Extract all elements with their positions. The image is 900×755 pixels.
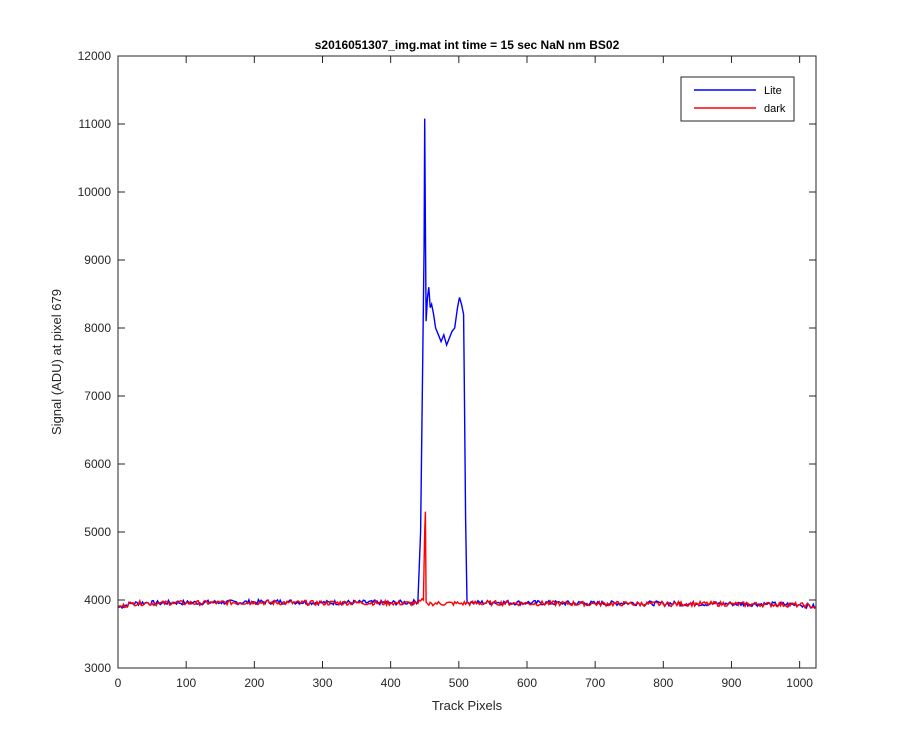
y-tick-label: 7000 [84, 389, 111, 403]
x-tick-label: 500 [449, 676, 469, 690]
y-tick-label: 10000 [78, 185, 112, 199]
legend-label-lite: Lite [764, 85, 782, 97]
y-axis-label: Signal (ADU) at pixel 679 [49, 289, 64, 435]
chart-title: s2016051307_img.mat int time = 15 sec Na… [315, 38, 620, 52]
y-tick-label: 6000 [84, 457, 111, 471]
x-tick-label: 1000 [786, 676, 813, 690]
y-tick-label: 9000 [84, 253, 111, 267]
y-tick-label: 3000 [84, 661, 111, 675]
x-tick-label: 300 [312, 676, 332, 690]
axes-frame [117, 55, 817, 669]
legend-box [680, 76, 795, 122]
y-tick-label: 4000 [84, 593, 111, 607]
x-tick-label: 700 [585, 676, 605, 690]
x-tick-label: 0 [115, 676, 122, 690]
series-line-dark [117, 511, 817, 610]
y-tick-label: 11000 [79, 117, 112, 131]
y-tick-label: 12000 [78, 49, 112, 63]
x-axis-label: Track Pixels [432, 698, 503, 713]
x-tick-label: 400 [381, 676, 401, 690]
x-tick-label: 100 [176, 676, 196, 690]
x-tick-label: 900 [721, 676, 741, 690]
series-layer [117, 118, 817, 610]
y-tick-label: 8000 [84, 321, 111, 335]
x-tick-label: 800 [653, 676, 673, 690]
legend-label-dark: dark [764, 103, 786, 115]
legend[interactable]: Lite dark [680, 76, 795, 122]
axes-layer: 0 100 200 300 400 500 600 700 800 900 1000 3000 4000… [78, 49, 817, 690]
x-tick-label: 600 [517, 676, 537, 690]
x-tick-label: 200 [244, 676, 264, 690]
y-tick-label: 5000 [84, 525, 111, 539]
